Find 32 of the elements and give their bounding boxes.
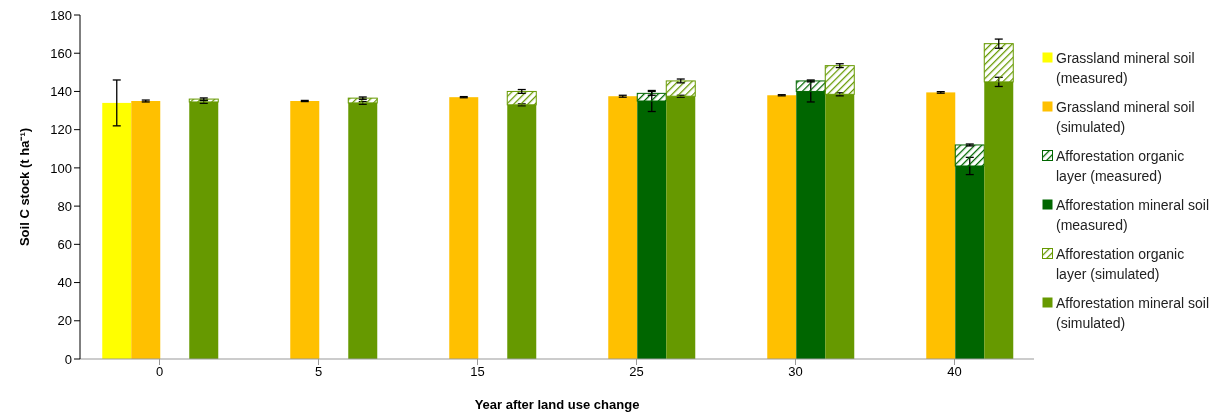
bar [189,101,219,359]
legend-label: Afforestation organic layer (measured) [1056,147,1186,186]
y-tick-label: 120 [50,122,72,138]
y-tick-label: 160 [50,45,72,61]
y-tick-label: 140 [50,84,72,100]
y-tick-label: 0 [64,351,72,367]
legend-label: Grassland mineral soil (simulated) [1056,98,1196,137]
bar [290,101,320,359]
x-tick-label: 0 [155,364,164,380]
bar [449,97,479,359]
y-tick-label: 60 [57,236,72,252]
legend-label: Afforestation mineral soil (simulated) [1056,294,1211,333]
y-tick-label: 100 [50,160,72,176]
bar [102,102,132,359]
y-tick-label: 80 [57,198,72,214]
x-tick-label: 5 [314,364,323,380]
x-axis-title: Year after land use change [474,397,640,412]
y-tick-label: 20 [57,313,72,329]
y-axis-title: Soil C stock (t ha⁻¹) [16,127,32,247]
x-tick-label: 30 [788,364,803,380]
x-tick-label: 40 [947,364,962,380]
x-tick-label: 15 [470,364,485,380]
x-tick-label: 25 [629,364,644,380]
bar [926,92,956,359]
legend-label: Afforestation organic layer (simulated) [1056,245,1186,284]
y-tick-label: 40 [57,275,72,291]
bar [608,96,638,359]
legend-label: Grassland mineral soil (measured) [1056,49,1196,88]
legend-label: Afforestation mineral soil (measured) [1056,196,1211,235]
y-tick-label: 180 [50,7,72,23]
bar [131,101,161,359]
bar [767,95,797,359]
